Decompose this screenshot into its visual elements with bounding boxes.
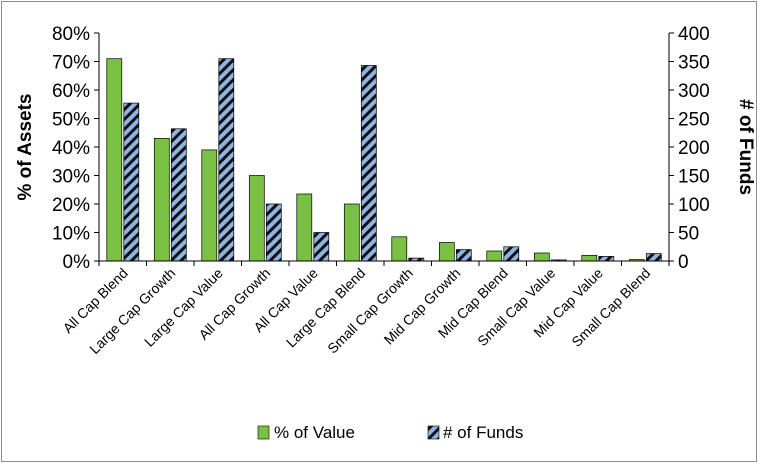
legend-swatch-value	[257, 425, 270, 440]
y-axis-title-right: # of Funds	[735, 99, 756, 195]
bar-funds-2	[218, 58, 235, 262]
y-tick-label-right: 300	[678, 81, 710, 102]
x-tick-label: Small Cap Growth	[324, 265, 416, 357]
legend-label-value: % of Value	[274, 423, 355, 442]
bar-value-2	[201, 149, 218, 262]
y-tick-label-left: 60%	[52, 81, 90, 102]
y-tick-label-right: 0	[678, 252, 689, 273]
bar-funds-8	[503, 246, 520, 262]
y-tick-label-left: 20%	[52, 195, 90, 216]
y-tick-label-right: 400	[678, 24, 710, 45]
y-tick-label-left: 70%	[52, 53, 90, 74]
y-tick-label-left: 80%	[52, 24, 90, 45]
bar-funds-11	[645, 253, 662, 262]
y-tick-label-right: 150	[678, 167, 710, 188]
y-tick-label-right: 350	[678, 53, 710, 74]
bar-value-7	[438, 242, 455, 262]
bar-value-4	[296, 193, 313, 262]
bar-funds-10	[598, 256, 615, 262]
y-tick-label-right: 200	[678, 138, 710, 159]
legend-swatch-funds	[427, 425, 440, 440]
bar-value-0	[106, 58, 123, 262]
chart-svg: 0% 10% 20% 30% 40% 50% 60% 70% 80% 0 50 100 150 200 25…	[15, 24, 756, 442]
bar-funds-4	[313, 232, 330, 262]
bars-group	[106, 58, 662, 262]
y-tick-label-left: 10%	[52, 224, 90, 245]
y-tick-label-left: 40%	[52, 138, 90, 159]
y-tick-label-right: 250	[678, 110, 710, 131]
legend: % of Value # of Funds	[257, 423, 523, 442]
bar-funds-3	[265, 203, 282, 262]
y-tick-label-left: 0%	[63, 252, 91, 273]
bar-value-10	[581, 254, 598, 262]
chart-frame: 0% 10% 20% 30% 40% 50% 60% 70% 80% 0 50 100 150 200 25…	[1, 1, 757, 462]
x-tick-label: Large Cap Growth	[86, 265, 178, 357]
bar-funds-0	[123, 102, 140, 262]
bar-value-9	[533, 252, 550, 262]
bar-funds-7	[455, 249, 472, 262]
legend-label-funds: # of Funds	[443, 423, 523, 442]
y-tick-label-right: 50	[678, 224, 699, 245]
axes-group: 0% 10% 20% 30% 40% 50% 60% 70% 80% 0 50 100 150 200 25…	[52, 24, 710, 357]
bar-value-5	[343, 203, 360, 262]
bar-funds-5	[360, 65, 377, 262]
bar-funds-1	[170, 128, 187, 262]
bar-value-6	[391, 236, 408, 262]
bar-value-3	[248, 175, 265, 262]
y-tick-label-left: 30%	[52, 167, 90, 188]
bar-value-8	[486, 250, 503, 262]
y-tick-label-left: 50%	[52, 110, 90, 131]
y-axis-title-left: % of Assets	[15, 94, 36, 201]
y-tick-label-right: 100	[678, 195, 710, 216]
bar-value-1	[153, 138, 170, 262]
